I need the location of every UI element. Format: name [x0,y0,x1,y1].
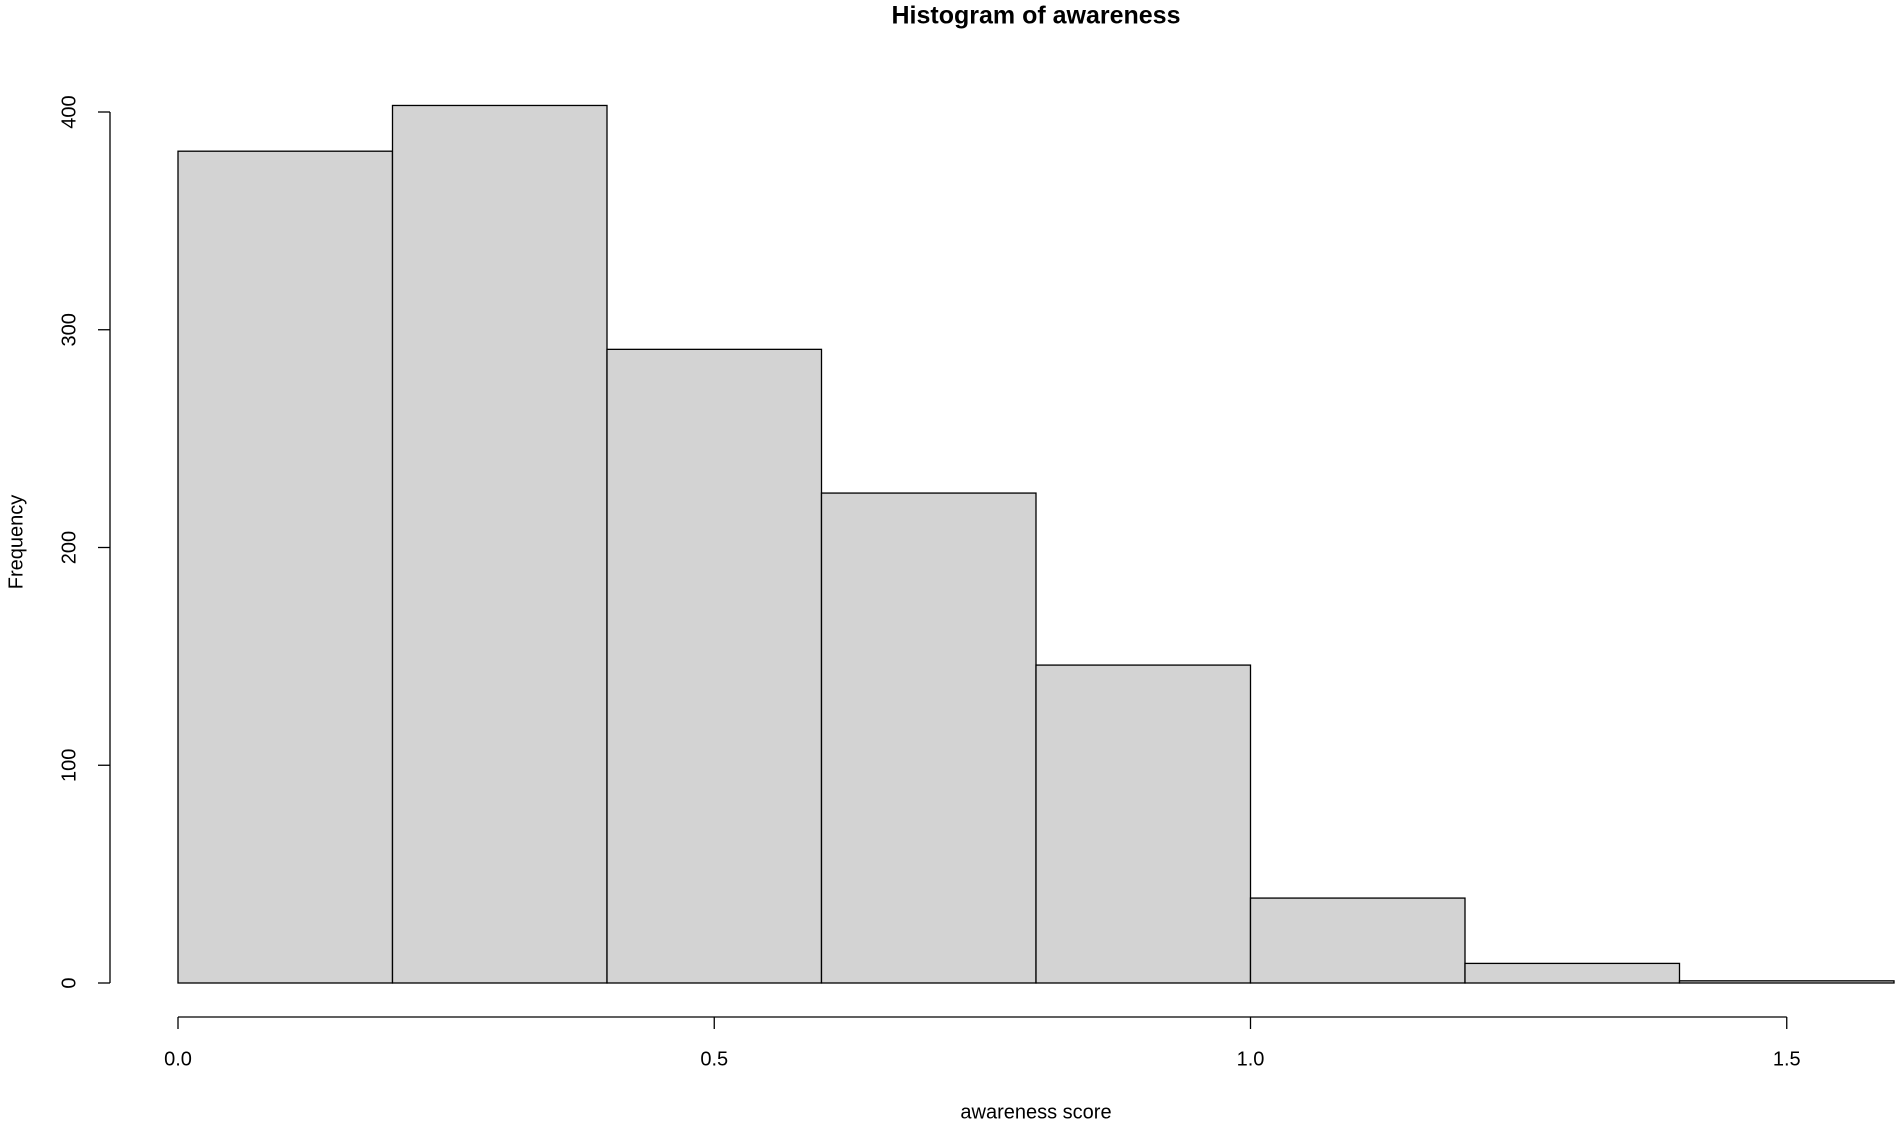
chart-title: Histogram of awareness [892,2,1181,30]
y-tick-label: 100 [58,749,80,782]
y-tick-label: 200 [58,531,80,564]
x-axis-label: awareness score [960,1101,1111,1123]
bar [820,492,1037,984]
y-axis-label: Frequency [5,495,27,590]
bar [606,348,823,984]
bar [177,150,394,984]
bar [1678,980,1895,984]
y-tick-label: 0 [58,977,80,988]
x-tick-label: 0.0 [164,1048,192,1070]
y-tick-label: 300 [58,313,80,346]
bar [391,104,608,984]
bar [1464,962,1681,984]
x-tick-label: 0.5 [700,1048,728,1070]
x-tick-label: 1.5 [1773,1048,1801,1070]
bar [1249,897,1466,984]
y-tick-label: 400 [58,95,80,128]
bar [1035,664,1252,984]
x-tick-label: 1.0 [1237,1048,1265,1070]
